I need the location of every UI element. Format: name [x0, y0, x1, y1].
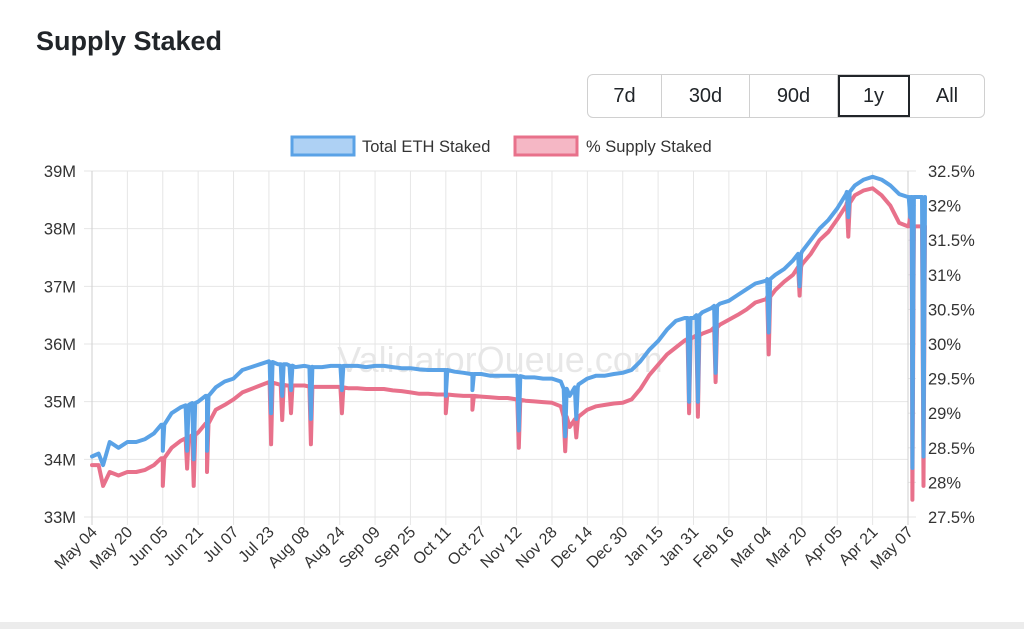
legend-label-supply-pct[interactable]: % Supply Staked [586, 138, 712, 156]
y-left-tick-label: 37M [44, 278, 76, 296]
footer-divider [0, 622, 1024, 629]
y-left-tick-label: 34M [44, 451, 76, 469]
y-right-tick-label: 29.5% [928, 371, 975, 389]
legend: Total ETH Staked % Supply Staked [290, 135, 712, 157]
legend-swatch-supply-pct[interactable] [513, 135, 579, 157]
x-tick-label: Jun 21 [161, 524, 207, 570]
y-left-tick-label: 35M [44, 394, 76, 412]
x-tick-label: Apr 05 [801, 524, 846, 569]
y-right-tick-label: 30% [928, 336, 961, 354]
page-title: Supply Staked [36, 26, 223, 56]
y-left-tick-label: 36M [44, 336, 76, 354]
series-line-total-eth [90, 174, 927, 470]
y-right-tick-label: 30.5% [928, 301, 975, 319]
range-button-30d[interactable]: 30d [662, 75, 750, 117]
legend-label-total-eth[interactable]: Total ETH Staked [362, 138, 490, 156]
y-right-tick-label: 28% [928, 474, 961, 492]
range-button-90d[interactable]: 90d [750, 75, 838, 117]
y-left-tick-label: 33M [44, 509, 76, 527]
y-right-tick-label: 32% [928, 198, 961, 216]
y-axis-right: 27.5% 28% 28.5% 29% 29.5% 30% 30.5% 31% 31.5% 32%… [928, 163, 975, 527]
y-right-tick-label: 31.5% [928, 232, 975, 250]
y-left-tick-label: 39M [44, 163, 76, 181]
y-right-tick-label: 29% [928, 405, 961, 423]
y-right-tick-label: 28.5% [928, 440, 975, 458]
y-axis-left: 33M 34M 35M 36M 37M 38M 39M [44, 163, 76, 527]
time-range-selector: 7d 30d 90d 1y All [587, 74, 985, 118]
legend-swatch-total-eth[interactable] [290, 135, 356, 157]
chart-series [90, 174, 927, 502]
y-right-tick-label: 32.5% [928, 163, 975, 181]
x-tick-label: Mar 20 [763, 524, 810, 571]
range-button-all[interactable]: All [935, 84, 959, 107]
x-tick-label: Jul 07 [200, 524, 242, 566]
y-right-tick-label: 31% [928, 267, 961, 285]
y-right-tick-label: 27.5% [928, 509, 975, 527]
range-button-1y[interactable]: 1y [838, 75, 910, 117]
y-left-tick-label: 38M [44, 221, 76, 239]
x-tick-label: Feb 16 [690, 524, 737, 571]
range-button-7d[interactable]: 7d [588, 75, 662, 117]
